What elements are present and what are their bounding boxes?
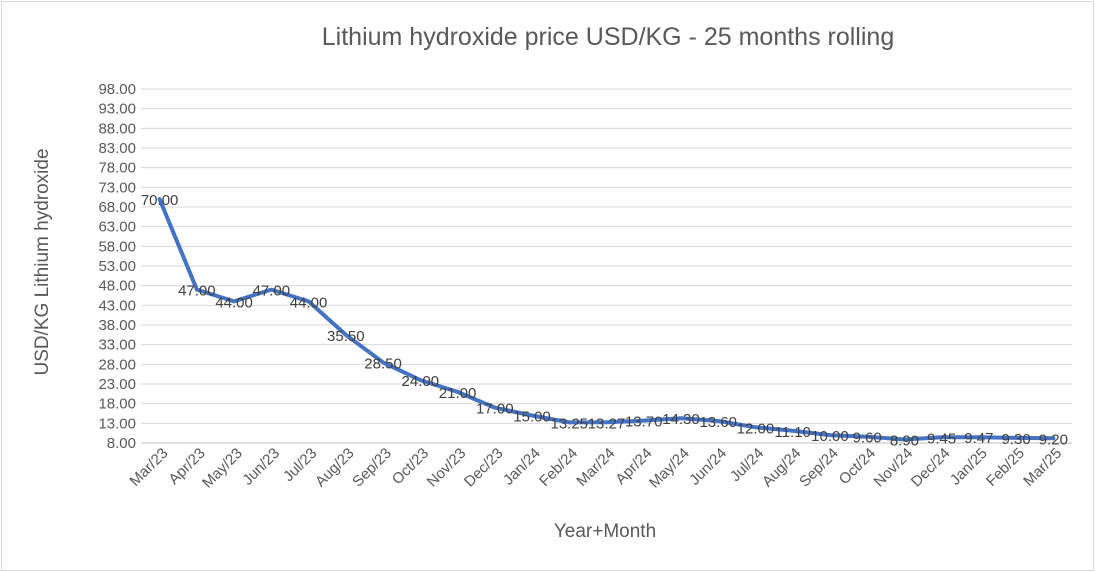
data-label: 70.00 (141, 192, 179, 209)
x-tick-label: Jun/23 (239, 445, 283, 489)
data-label: 28.50 (364, 355, 402, 372)
y-tick-label: 73.00 (98, 179, 136, 196)
data-labels: 70.0047.0044.0047.0044.0035.5028.5024.00… (141, 192, 1068, 449)
x-tick-label: Dec/23 (461, 445, 507, 491)
y-tick-label: 98.00 (98, 81, 136, 98)
data-label: 17.00 (476, 401, 514, 418)
data-label: 24.00 (402, 373, 440, 390)
x-tick-label: Sep/23 (349, 445, 395, 491)
data-label: 47.00 (253, 283, 291, 300)
x-tick-label: Mar/25 (1020, 445, 1065, 490)
data-label: 9.30 (1002, 431, 1031, 448)
x-tick-label: Aug/24 (759, 445, 805, 491)
data-label: 10.00 (811, 428, 849, 445)
price-line (157, 197, 1056, 442)
y-tick-label: 28.00 (98, 356, 136, 373)
gridlines (141, 88, 1072, 444)
x-tick-label: Dec/24 (908, 445, 954, 491)
x-tick-label: Jan/24 (500, 445, 544, 489)
data-label: 15.00 (513, 408, 551, 425)
y-tick-label: 78.00 (98, 160, 136, 177)
y-tick-label: 68.00 (98, 199, 136, 216)
x-tick-label: Jan/25 (947, 445, 991, 489)
chart-title: Lithium hydroxide price USD/KG - 25 mont… (322, 23, 894, 51)
y-tick-label: 8.00 (107, 435, 136, 452)
data-label: 44.00 (290, 294, 328, 311)
data-label: 13.70 (625, 414, 663, 431)
data-label: 9.45 (927, 430, 956, 447)
y-tick-label: 13.00 (98, 415, 136, 432)
y-tick-label: 23.00 (98, 376, 136, 393)
data-label: 13.27 (588, 415, 626, 432)
data-label: 8.90 (890, 432, 919, 449)
y-tick-label: 83.00 (98, 140, 136, 157)
x-tick-label: Nov/23 (424, 445, 470, 491)
data-label: 21.00 (439, 385, 477, 402)
x-tick-label: Feb/24 (536, 445, 581, 490)
y-tick-label: 48.00 (98, 278, 136, 295)
data-label: 9.47 (964, 430, 993, 447)
y-tick-label: 43.00 (98, 297, 136, 314)
x-tick-label: Jun/24 (686, 445, 730, 489)
data-label: 44.00 (215, 294, 253, 311)
x-tick-label: Feb/25 (983, 445, 1028, 490)
data-label: 13.60 (699, 414, 737, 431)
x-tick-label: Mar/24 (573, 445, 618, 490)
x-tick-label: Sep/24 (796, 445, 842, 491)
data-label: 35.50 (327, 328, 365, 345)
data-label: 12.00 (737, 420, 775, 437)
data-label: 11.10 (774, 424, 810, 441)
y-tick-label: 38.00 (98, 317, 136, 334)
data-label: 14.30 (662, 411, 700, 428)
x-tick-label: Nov/24 (871, 445, 917, 491)
y-tick-label: 58.00 (98, 238, 136, 255)
data-label: 9.60 (853, 430, 882, 447)
data-label: 13.25 (550, 415, 588, 432)
y-tick-label: 88.00 (98, 120, 136, 137)
y-tick-label: 18.00 (98, 396, 136, 413)
y-axis-ticks: 8.00 13.00 18.00 23.00 28.00 33.00 38.00 43.00 4… (98, 81, 136, 452)
data-label: 47.00 (178, 283, 216, 300)
y-tick-label: 33.00 (98, 337, 136, 354)
data-label: 9.20 (1039, 431, 1068, 448)
x-axis-ticks: Mar/23Apr/23May/23Jun/23Jul/23Aug/23Sep/… (126, 445, 1065, 492)
y-tick-label: 53.00 (98, 258, 136, 275)
x-tick-label: May/23 (199, 445, 246, 492)
x-tick-label: Aug/23 (312, 445, 358, 491)
y-tick-label: 63.00 (98, 219, 136, 236)
series-layer (157, 197, 1056, 442)
x-axis-title: Year+Month (554, 521, 656, 542)
x-tick-label: May/24 (646, 445, 693, 492)
y-tick-label: 93.00 (98, 101, 136, 118)
y-axis-title: USD/KG Lithium hydroxide (32, 148, 53, 375)
